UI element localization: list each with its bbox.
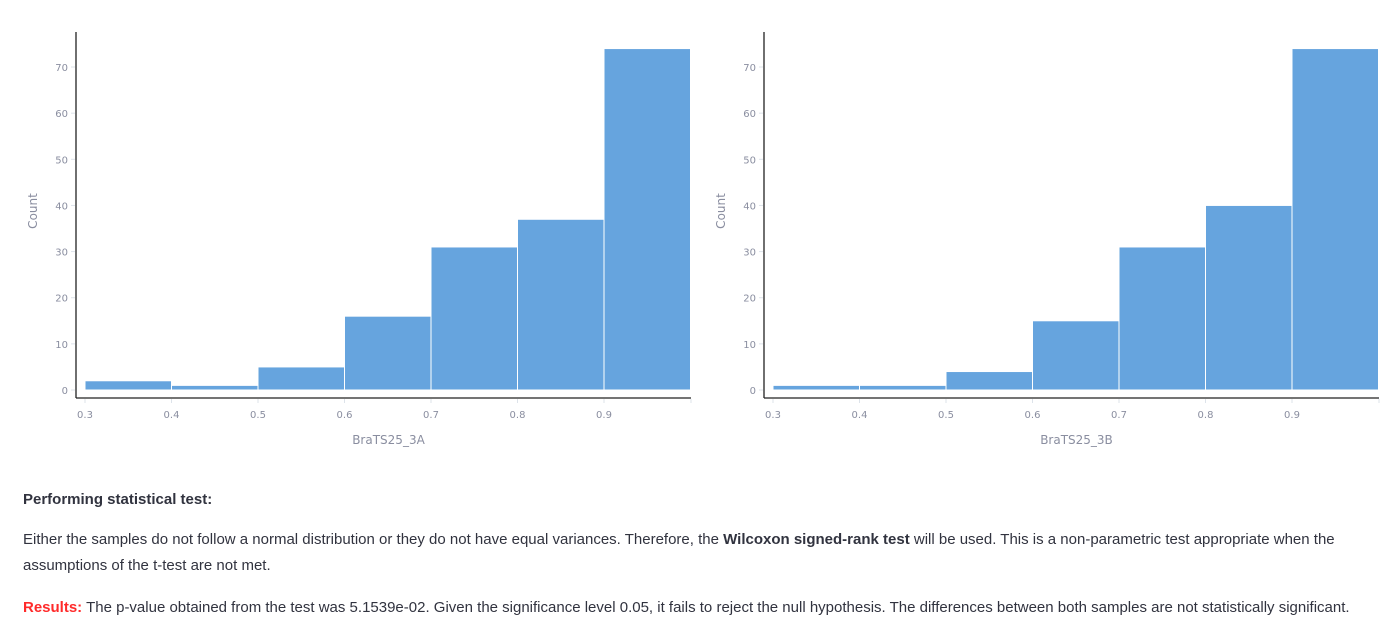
- y-tick-label: 30: [743, 248, 756, 259]
- histogram-bar[interactable]: [84, 380, 172, 391]
- x-tick-label: 0.3: [77, 410, 93, 421]
- y-axis-title: Count: [26, 193, 40, 229]
- x-tick-label: 0.8: [510, 410, 526, 421]
- y-tick-label: 20: [55, 294, 68, 305]
- histogram-brats25-3b[interactable]: 0 10 20 30 40 50 60 70 0.3 0.4 0.5 0.6 0.7 0.8 0.9 BraT…: [688, 0, 1397, 460]
- x-axis-title: BraTS25_3B: [1040, 433, 1113, 447]
- y-tick-label: 20: [743, 294, 756, 305]
- y-tick-label: 60: [55, 109, 68, 120]
- results-text: The p-value obtained from the test was 5…: [82, 599, 1350, 616]
- x-tick-label: 0.9: [596, 410, 612, 421]
- histogram-bar[interactable]: [1032, 320, 1120, 391]
- bars: [84, 48, 691, 391]
- y-tick-label: 0: [750, 386, 756, 397]
- x-tick-label: 0.4: [852, 410, 868, 421]
- x-tick-label: 0.5: [250, 410, 266, 421]
- test-description: Either the samples do not follow a norma…: [23, 527, 1373, 579]
- y-axis-title: Count: [714, 193, 728, 229]
- bars: [772, 48, 1379, 391]
- x-tick-label: 0.8: [1198, 410, 1214, 421]
- y-tick-label: 70: [55, 63, 68, 74]
- histogram-bar[interactable]: [257, 366, 345, 391]
- histogram-bar[interactable]: [859, 384, 947, 391]
- histogram-bar[interactable]: [772, 384, 860, 391]
- y-tick-label: 70: [743, 63, 756, 74]
- y-tick-label: 10: [743, 340, 756, 351]
- histogram-bar[interactable]: [1118, 246, 1206, 391]
- histogram-bar[interactable]: [517, 218, 605, 391]
- description-text-end: will be used. This is a non-parametric t…: [23, 531, 1335, 574]
- y-tick-label: 40: [743, 201, 756, 212]
- histogram-bar[interactable]: [430, 246, 518, 391]
- histogram-bar[interactable]: [945, 371, 1033, 391]
- section-heading: Performing statistical test:: [23, 491, 213, 508]
- histogram-bar[interactable]: [344, 315, 432, 391]
- x-tick-label: 0.6: [337, 410, 353, 421]
- histogram-bar[interactable]: [1205, 204, 1293, 391]
- test-name: Wilcoxon signed-rank test: [723, 531, 910, 548]
- results-paragraph: Results: The p-value obtained from the t…: [23, 595, 1373, 621]
- histogram-svg-a[interactable]: 0 10 20 30 40 50 60 70 0.3 0.4 0.5 0.6 0.7 0.8 0.9 BraT…: [0, 0, 700, 460]
- x-tick-label: 0.5: [938, 410, 954, 421]
- y-tick-label: 30: [55, 248, 68, 259]
- y-tick-label: 60: [743, 109, 756, 120]
- y-tick-label: 40: [55, 201, 68, 212]
- histogram-bar[interactable]: [1291, 48, 1379, 391]
- y-tick-label: 10: [55, 340, 68, 351]
- x-tick-label: 0.7: [1111, 410, 1127, 421]
- x-tick-label: 0.3: [765, 410, 781, 421]
- histogram-svg-b[interactable]: 0 10 20 30 40 50 60 70 0.3 0.4 0.5 0.6 0.7 0.8 0.9 BraT…: [688, 0, 1397, 460]
- histogram-bar[interactable]: [171, 384, 259, 391]
- results-label: Results:: [23, 599, 83, 616]
- x-tick-label: 0.7: [423, 410, 439, 421]
- x-tick-label: 0.6: [1025, 410, 1041, 421]
- y-tick-label: 0: [62, 386, 68, 397]
- y-tick-label: 50: [55, 155, 68, 166]
- y-tick-label: 50: [743, 155, 756, 166]
- x-tick-label: 0.4: [164, 410, 180, 421]
- histogram-brats25-3a[interactable]: 0 10 20 30 40 50 60 70 0.3 0.4 0.5 0.6 0.7 0.8 0.9 BraT…: [0, 0, 700, 460]
- x-tick-label: 0.9: [1284, 410, 1300, 421]
- x-axis-title: BraTS25_3A: [352, 433, 425, 447]
- histogram-bar[interactable]: [603, 48, 691, 391]
- description-text: Either the samples do not follow a norma…: [23, 531, 724, 548]
